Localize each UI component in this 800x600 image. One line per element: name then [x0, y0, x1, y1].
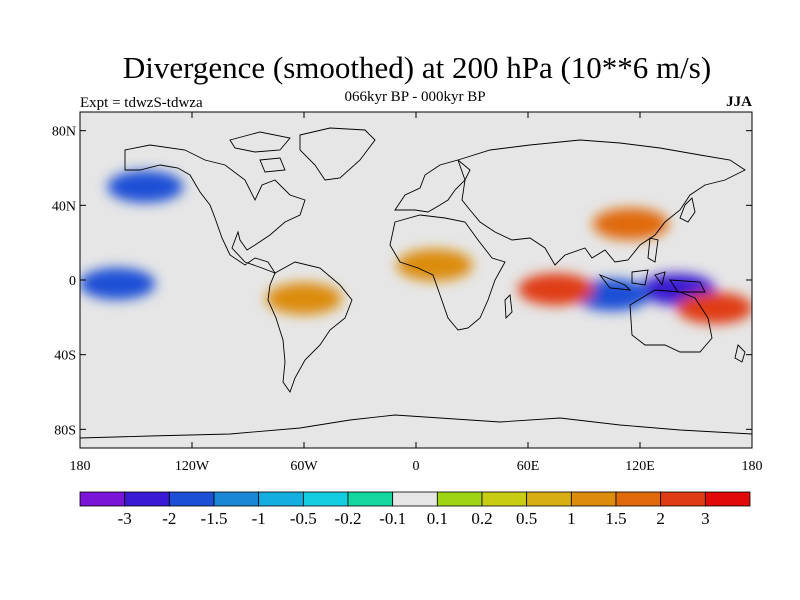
colorbar-label: -0.5	[290, 509, 317, 528]
divergence-field	[80, 170, 752, 324]
lon-tick-label: 120E	[625, 459, 655, 474]
colorbar-swatch	[168, 491, 215, 507]
colorbar-label: -1	[252, 509, 266, 528]
colorbar-label: 0.2	[471, 509, 492, 528]
lat-tick-label: 80S	[54, 423, 76, 438]
coast-antarctica	[80, 414, 752, 439]
colorbar-swatch	[213, 491, 260, 507]
colorbar-swatch	[570, 491, 617, 507]
coast-north-america	[124, 144, 306, 274]
colorbar-label: -3	[118, 509, 132, 528]
colorbar-swatch	[302, 491, 349, 507]
colorbar-swatch	[481, 491, 528, 507]
colorbar-label: -1.5	[201, 509, 228, 528]
field-anomaly-north-pacific-convergence	[107, 170, 184, 203]
field-anomaly-south-america-divergence	[266, 282, 342, 315]
coast-europe	[394, 159, 471, 213]
coast-japan	[679, 197, 696, 223]
colorbar: -3 -2 -1.5 -1 -0.5 -0.2 -0.1 0.1 0.2 0.5 1 1.5 2 3	[79, 491, 751, 528]
field-anomaly-east-asia-divergence	[592, 208, 669, 240]
colorbar-label: 3	[701, 509, 710, 528]
coast-south-america	[267, 261, 353, 393]
lat-tick-label: 40S	[54, 349, 76, 364]
coast-indonesia	[598, 237, 706, 293]
coast-arctic-islands	[229, 131, 291, 173]
colorbar-swatch	[436, 491, 483, 507]
field-anomaly-west-africa-divergence	[396, 249, 473, 282]
field-anomaly-east-pacific-convergence	[80, 267, 156, 300]
colorbar-swatch	[347, 491, 394, 507]
lon-tick-label: 180	[742, 459, 763, 474]
coast-madagascar	[504, 294, 513, 320]
colorbar-label: -0.2	[335, 509, 362, 528]
colorbar-label: 0.5	[516, 509, 537, 528]
chart-title: Divergence (smoothed) at 200 hPa (10**6 …	[122, 50, 712, 85]
colorbar-label: 2	[656, 509, 665, 528]
colorbar-label: 1	[567, 509, 576, 528]
colorbar-swatch	[526, 491, 572, 507]
lon-tick-label: 180	[70, 459, 91, 474]
lon-tick-label: 0	[413, 459, 420, 474]
colorbar-label: 1.5	[605, 509, 626, 528]
colorbar-swatch	[704, 491, 751, 507]
colorbar-label: -0.1	[379, 509, 406, 528]
coast-australia	[629, 289, 713, 353]
coast-africa	[389, 214, 506, 331]
colorbar-swatch	[79, 491, 126, 507]
colorbar-swatch	[258, 491, 304, 507]
chart-subtitle: 066kyr BP - 000kyr BP	[344, 89, 486, 105]
lat-tick-label: 80N	[52, 125, 76, 140]
lat-tick-label: 0	[69, 274, 76, 289]
coast-greenland	[299, 127, 376, 181]
coast-new-zealand	[734, 344, 746, 363]
season-label: JJA	[726, 94, 752, 110]
colorbar-swatch	[660, 491, 706, 507]
coast-asia	[457, 139, 746, 266]
colorbar-label: -2	[162, 509, 176, 528]
map-axes: 80N 40N 0 40S 80S 180 120W 60W 0 60E 120E 180	[52, 112, 763, 474]
field-anomaly-australia-divergence	[676, 292, 752, 324]
coastlines	[80, 127, 752, 439]
lat-tick-label: 40N	[52, 199, 76, 214]
lon-tick-label: 60E	[517, 459, 540, 474]
colorbar-swatch	[124, 491, 170, 507]
lon-tick-label: 60W	[290, 459, 318, 474]
colorbar-swatch	[392, 491, 438, 507]
field-anomaly-indian-ocean-divergence	[518, 273, 594, 306]
lon-tick-label: 120W	[175, 459, 210, 474]
colorbar-swatch	[615, 491, 662, 507]
colorbar-label: 0.1	[427, 509, 448, 528]
map-background	[80, 112, 752, 448]
experiment-label: Expt = tdwzS-tdwza	[80, 95, 203, 111]
